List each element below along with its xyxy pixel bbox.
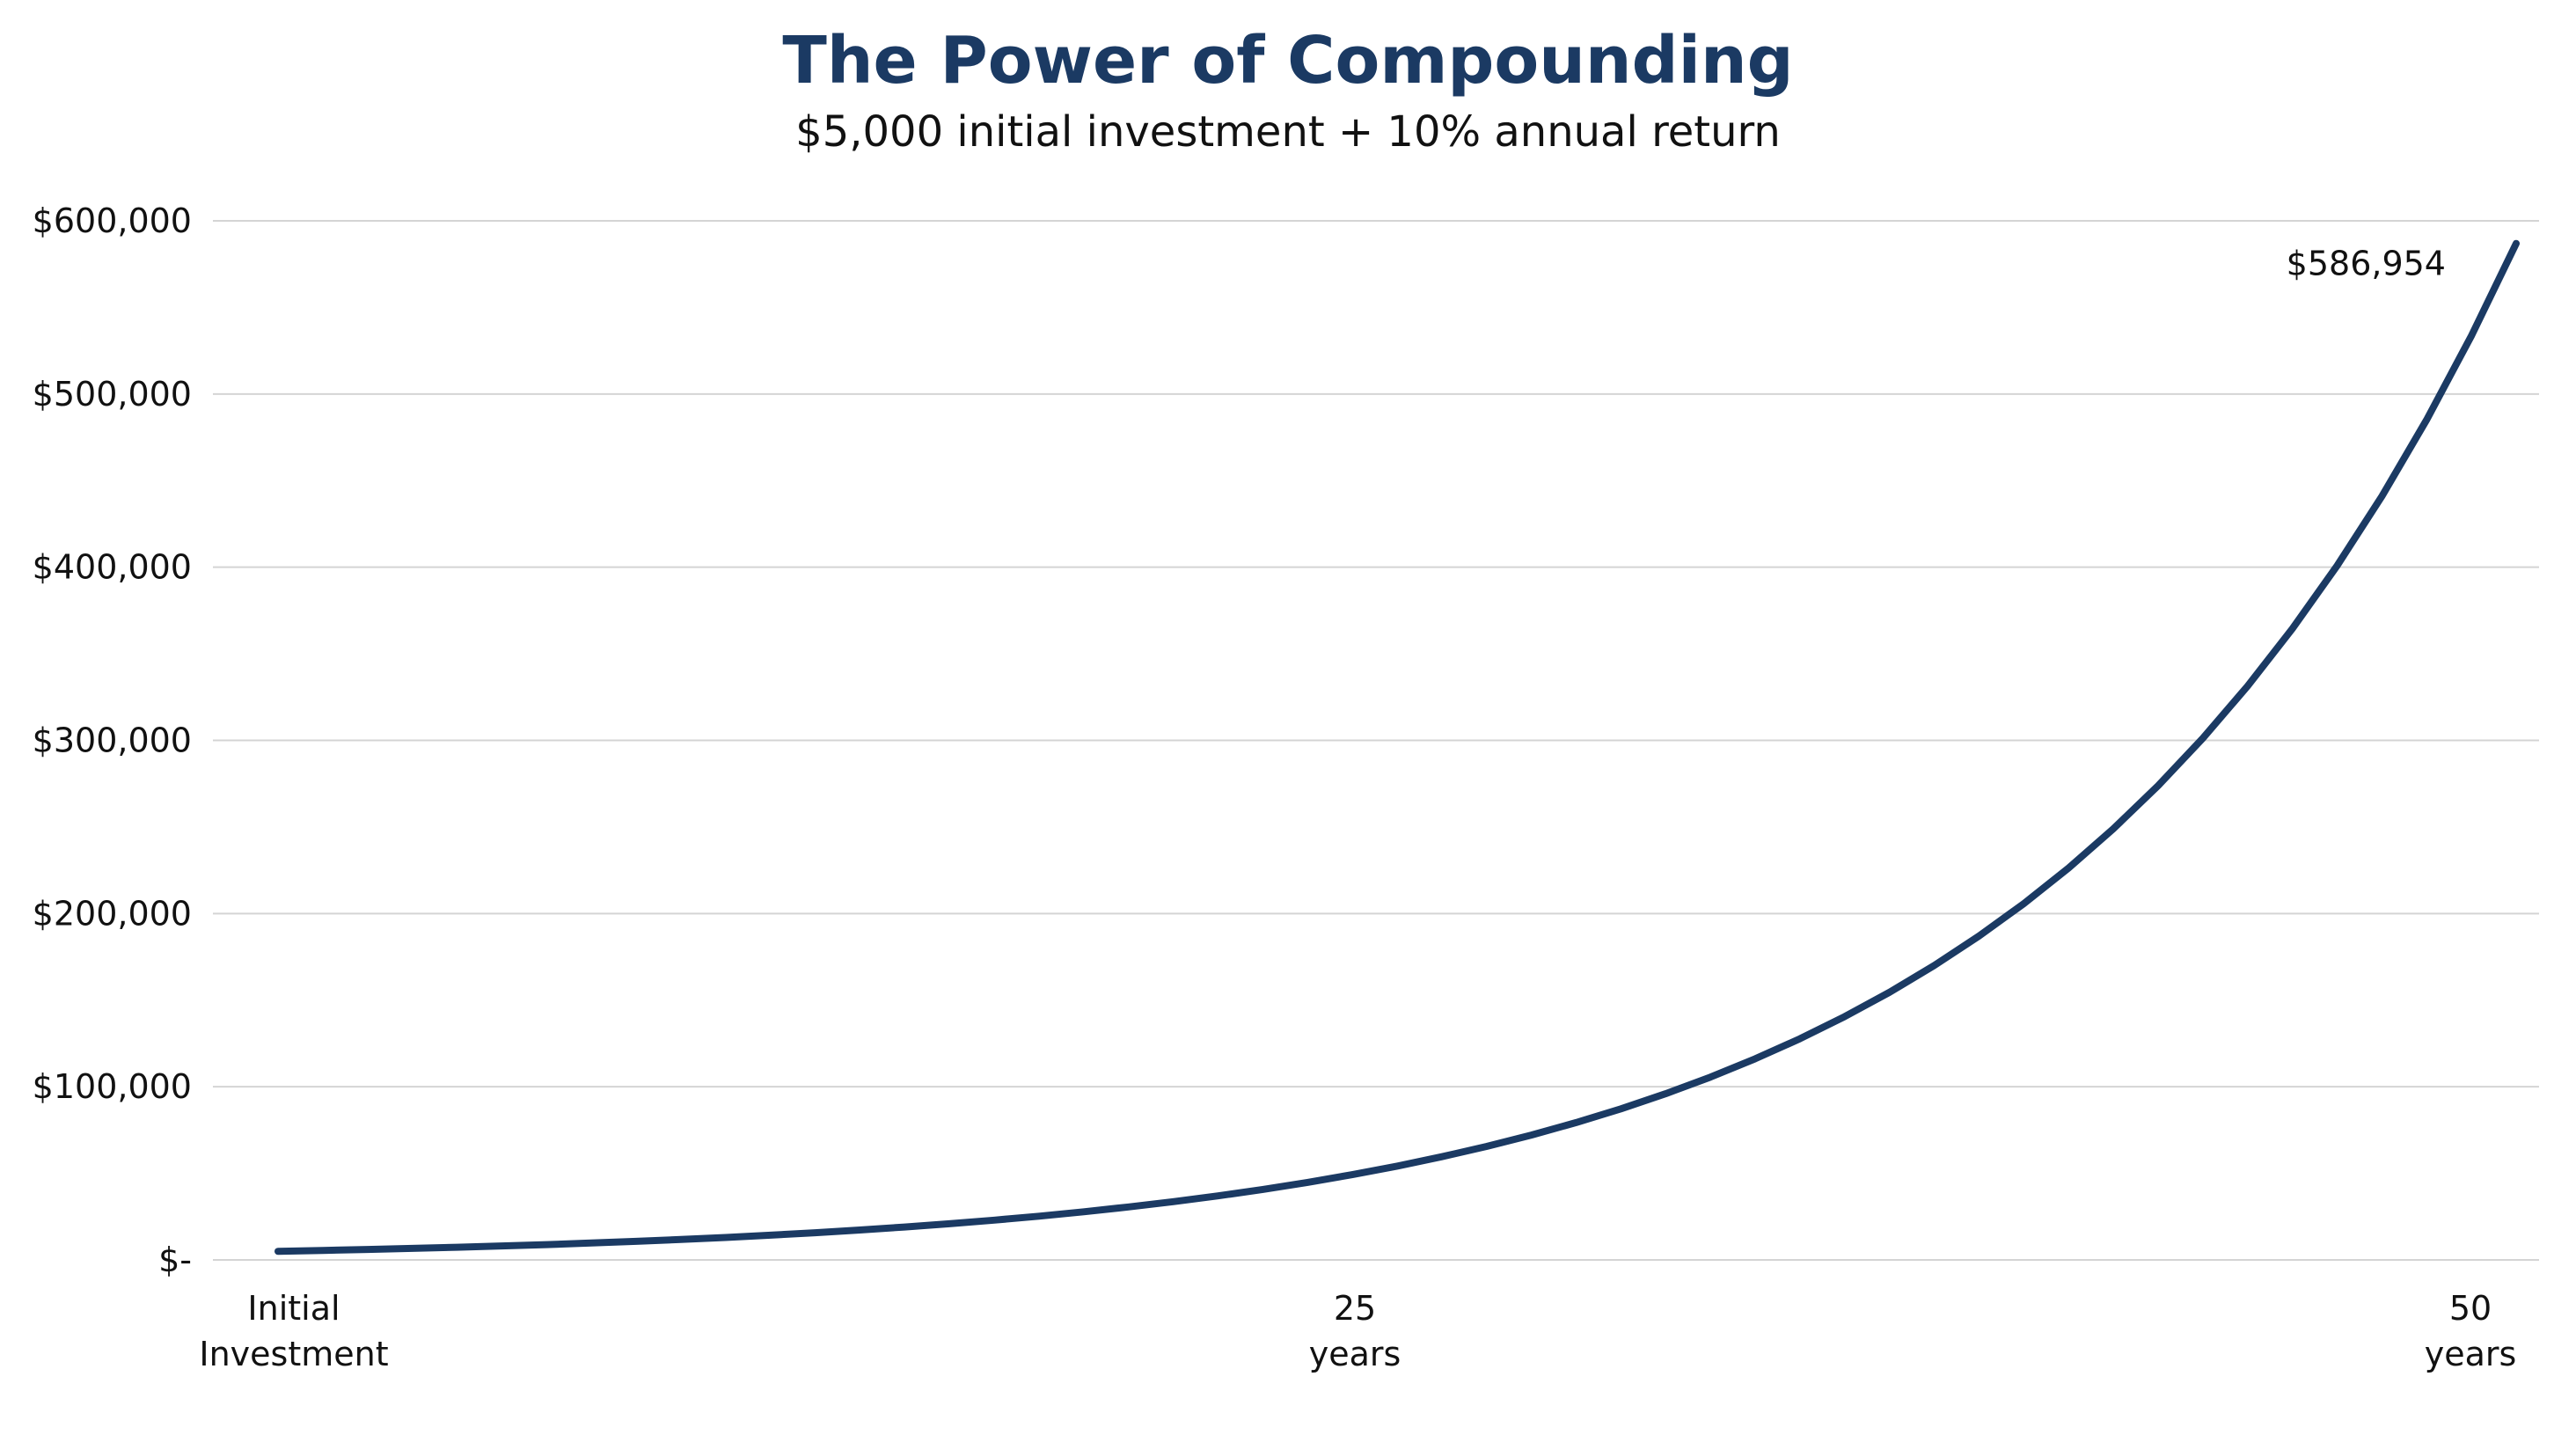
y-tick-label: $- (158, 1241, 192, 1279)
x-tick-label-line: 25 (1334, 1289, 1376, 1328)
annotations: $586,954 (2287, 245, 2446, 283)
y-tick-label: $300,000 (33, 721, 192, 760)
data-label-final-value: $586,954 (2287, 245, 2446, 283)
x-tick-label-line: Investment (199, 1335, 388, 1373)
x-tick-label-line: years (2425, 1335, 2517, 1373)
chart-subtitle: $5,000 initial investment + 10% annual r… (795, 107, 1781, 157)
x-tick-label-line: Initial (247, 1289, 340, 1328)
chart-title: The Power of Compounding (782, 23, 1794, 99)
series-layer (274, 239, 2520, 1256)
series-line-0 (274, 239, 2520, 1256)
y-axis-tick-labels: $- $100,000 $200,000 $300,000 $400,000 $500,0… (33, 201, 192, 1279)
x-axis-tick-labels: Initial Investment 25 years 50 years (199, 1289, 2516, 1373)
y-tick-label: $200,000 (33, 894, 192, 933)
x-tick-label: Initial Investment (199, 1289, 388, 1373)
gridlines (213, 220, 2539, 1261)
x-tick-label-line: 50 (2449, 1289, 2492, 1328)
x-tick-label: 50 years (2425, 1289, 2517, 1373)
y-tick-label: $400,000 (33, 548, 192, 587)
y-tick-label: $600,000 (33, 201, 192, 240)
y-tick-label: $500,000 (33, 375, 192, 414)
y-tick-label: $100,000 (33, 1067, 192, 1106)
x-tick-label: 25 years (1309, 1289, 1401, 1373)
x-tick-label-line: years (1309, 1335, 1401, 1373)
